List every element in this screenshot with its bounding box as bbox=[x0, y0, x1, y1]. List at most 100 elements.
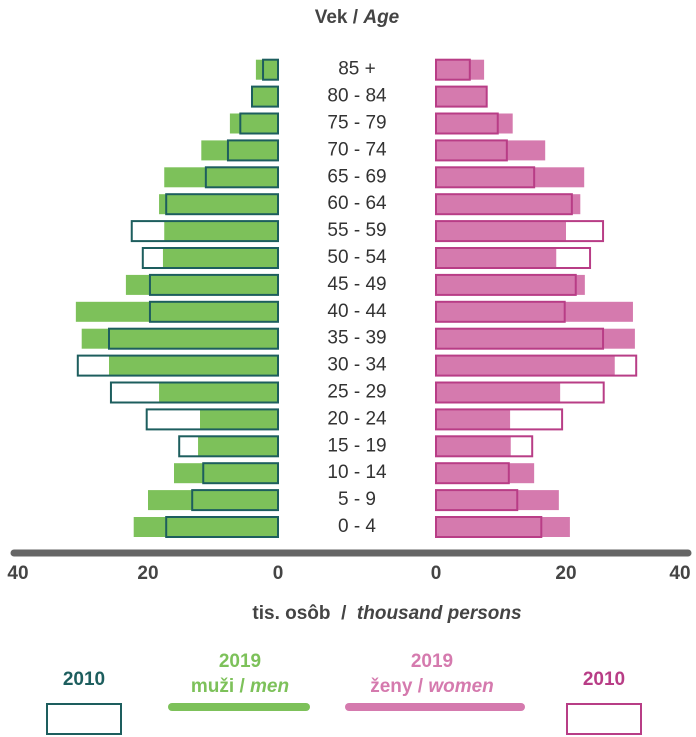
bar bbox=[148, 490, 278, 511]
bar bbox=[436, 382, 561, 403]
bar bbox=[435, 516, 543, 538]
bar bbox=[436, 463, 535, 484]
bar bbox=[435, 220, 605, 243]
legend-label: 2019 bbox=[219, 651, 261, 672]
x-tick-label: 40 bbox=[7, 563, 28, 584]
bar bbox=[436, 167, 585, 188]
bar bbox=[435, 85, 488, 108]
bar bbox=[76, 354, 279, 377]
bar bbox=[436, 248, 557, 268]
category-label: 85 + bbox=[338, 59, 376, 80]
bar bbox=[141, 247, 279, 269]
bar bbox=[435, 112, 499, 135]
bar bbox=[165, 193, 279, 216]
bar bbox=[436, 221, 566, 242]
bar bbox=[145, 408, 279, 431]
bar bbox=[148, 273, 279, 296]
category-label: 40 - 44 bbox=[327, 301, 387, 322]
category-label: 75 - 79 bbox=[327, 113, 386, 134]
bar bbox=[435, 381, 605, 404]
x-tick-label: 20 bbox=[137, 563, 158, 584]
bar bbox=[164, 221, 278, 242]
bar bbox=[255, 59, 278, 80]
bar bbox=[130, 220, 279, 243]
bar bbox=[239, 112, 280, 135]
category-label: 30 - 34 bbox=[327, 355, 387, 376]
bar bbox=[435, 489, 519, 512]
bar bbox=[159, 382, 278, 403]
bar bbox=[133, 517, 278, 537]
bar bbox=[435, 247, 592, 269]
bar bbox=[201, 140, 278, 161]
bar bbox=[81, 328, 278, 349]
bar bbox=[251, 85, 279, 108]
legend-label: muži / men bbox=[191, 676, 289, 697]
bar bbox=[435, 462, 510, 485]
chart-title: Vek / Age bbox=[315, 7, 400, 28]
category-label: 45 - 49 bbox=[327, 274, 386, 295]
bar bbox=[178, 435, 279, 458]
bar bbox=[436, 194, 581, 215]
bar bbox=[191, 489, 279, 512]
bar bbox=[436, 59, 485, 80]
bar bbox=[162, 248, 278, 268]
category-label: 55 - 59 bbox=[327, 220, 386, 241]
bar bbox=[204, 166, 280, 189]
title-part: Vek / bbox=[315, 7, 364, 28]
label-part: muži / bbox=[191, 676, 250, 697]
category-label: 5 - 9 bbox=[338, 489, 376, 510]
legend-label: 2010 bbox=[63, 669, 105, 690]
bar bbox=[109, 381, 279, 404]
bar bbox=[125, 274, 279, 295]
bar bbox=[436, 409, 511, 430]
category-label: 65 - 69 bbox=[327, 166, 386, 187]
label-part: women bbox=[428, 676, 493, 697]
bar bbox=[436, 113, 513, 134]
label-part: thousand persons bbox=[357, 603, 522, 624]
label-part: ženy / bbox=[370, 676, 428, 697]
bar bbox=[252, 86, 278, 107]
x-tick-label: 20 bbox=[555, 563, 576, 584]
legend-label: 2010 bbox=[583, 669, 625, 690]
label-part: tis. osôb / bbox=[252, 603, 357, 624]
x-tick-label: 0 bbox=[431, 563, 442, 584]
x-tick-label: 0 bbox=[273, 563, 284, 584]
bar bbox=[226, 139, 279, 162]
bar bbox=[164, 167, 278, 188]
category-label: 10 - 14 bbox=[327, 462, 387, 483]
bar bbox=[436, 436, 511, 457]
legend-swatch bbox=[566, 703, 642, 735]
bar bbox=[436, 301, 633, 322]
bar bbox=[436, 140, 546, 161]
bar bbox=[435, 193, 573, 216]
category-label: 15 - 19 bbox=[327, 435, 386, 456]
category-label: 20 - 24 bbox=[327, 408, 387, 429]
bar bbox=[200, 409, 278, 430]
bar bbox=[109, 355, 278, 376]
bar bbox=[174, 463, 278, 484]
category-label: 70 - 74 bbox=[327, 139, 387, 160]
legend-swatch bbox=[46, 703, 122, 735]
bar bbox=[198, 436, 278, 457]
title-part: Age bbox=[362, 7, 399, 28]
category-label: 80 - 84 bbox=[327, 86, 387, 107]
x-axis-label: tis. osôb / thousand persons bbox=[252, 603, 521, 624]
legend-label: ženy / women bbox=[370, 676, 494, 697]
category-label: 25 - 29 bbox=[327, 382, 386, 403]
bar bbox=[108, 327, 279, 350]
legend-label: 2019 bbox=[411, 651, 453, 672]
category-label: 0 - 4 bbox=[338, 516, 376, 537]
x-tick-label: 40 bbox=[669, 563, 690, 584]
bar bbox=[436, 490, 559, 511]
category-label: 50 - 54 bbox=[327, 247, 387, 268]
bar bbox=[435, 139, 508, 162]
category-label: 35 - 39 bbox=[327, 328, 386, 349]
bar bbox=[435, 300, 566, 323]
bar bbox=[75, 301, 278, 322]
bar bbox=[436, 355, 615, 376]
bar bbox=[165, 516, 279, 538]
bar bbox=[229, 113, 278, 134]
bar bbox=[435, 408, 564, 431]
bar bbox=[436, 274, 585, 295]
